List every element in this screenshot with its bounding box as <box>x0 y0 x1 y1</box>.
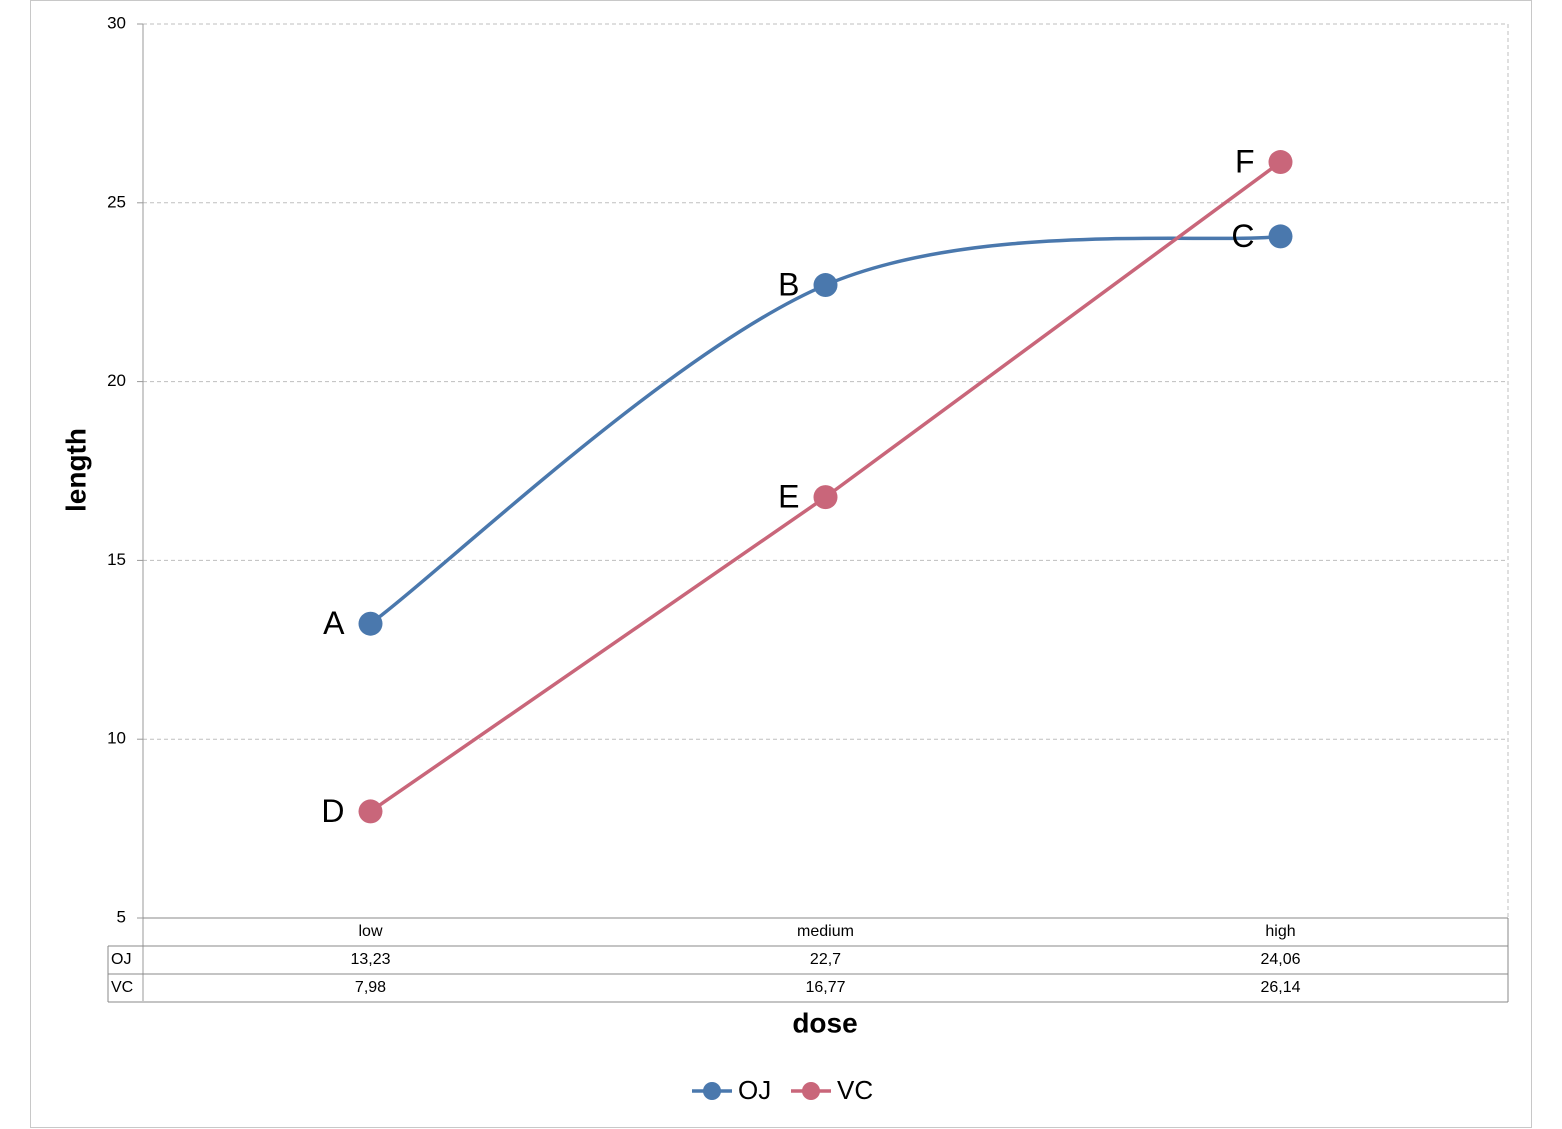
legend-label: OJ <box>738 1075 771 1105</box>
table-value: 22,7 <box>810 951 841 968</box>
x-tick-label: high <box>1265 923 1295 940</box>
table-value: 7,98 <box>355 979 386 996</box>
chart-frame <box>30 0 1532 1128</box>
y-tick-label: 20 <box>107 371 126 390</box>
y-tick-label: 10 <box>107 729 126 748</box>
y-tick-label: 25 <box>107 192 126 211</box>
legend-marker <box>703 1082 721 1100</box>
data-point <box>1268 224 1293 249</box>
data-point <box>1268 150 1293 175</box>
table-value: 16,77 <box>805 979 845 996</box>
y-tick-label: 30 <box>107 13 126 32</box>
point-label: A <box>323 605 345 641</box>
point-label: F <box>1235 143 1255 179</box>
point-label: C <box>1231 218 1254 254</box>
x-tick-label: medium <box>797 923 854 940</box>
table-value: 13,23 <box>350 951 390 968</box>
x-tick-label: low <box>358 923 382 940</box>
data-point <box>358 799 383 824</box>
data-point <box>358 611 383 636</box>
table-series-name: OJ <box>111 951 131 968</box>
data-point <box>813 485 838 510</box>
table-value: 24,06 <box>1260 951 1300 968</box>
point-label: B <box>778 267 799 303</box>
y-tick-label: 15 <box>107 550 126 569</box>
data-point <box>813 273 838 298</box>
table-value: 26,14 <box>1260 979 1300 996</box>
legend-label: VC <box>837 1075 873 1105</box>
y-tick-label: 5 <box>117 907 126 926</box>
point-label: E <box>778 479 799 515</box>
point-label: D <box>321 793 344 829</box>
table-series-name: VC <box>111 979 133 996</box>
y-axis-title: length <box>60 428 91 512</box>
x-axis-title: dose <box>792 1007 857 1038</box>
legend-marker <box>802 1082 820 1100</box>
